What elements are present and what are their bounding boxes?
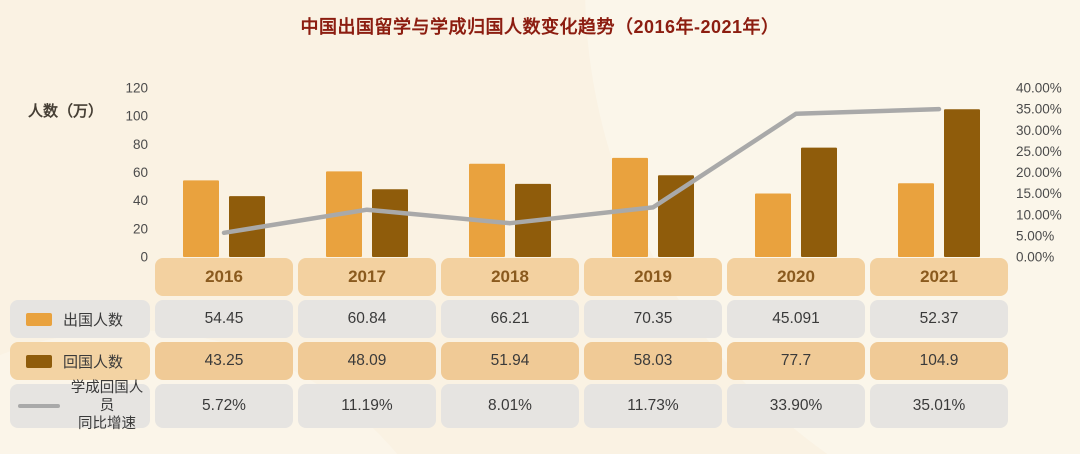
chart-title: 中国出国留学与学成归国人数变化趋势（2016年-2021年） bbox=[300, 17, 780, 37]
legend-brown-bar: 回国人数 bbox=[10, 342, 150, 380]
year-pill: 2017 bbox=[298, 258, 436, 296]
table-cell: 35.01% bbox=[870, 384, 1008, 428]
legend-orange-bar: 出国人数 bbox=[10, 300, 150, 338]
table-cell: 43.25 bbox=[155, 342, 293, 380]
year-pill: 2018 bbox=[441, 258, 579, 296]
legend-label: 回国人数 bbox=[63, 353, 124, 371]
table-cell: 5.72% bbox=[155, 384, 293, 428]
year-pill: 2021 bbox=[870, 258, 1008, 296]
left-axis-tick: 100 bbox=[125, 109, 148, 124]
left-axis-tick: 60 bbox=[133, 165, 148, 180]
year-pill: 2016 bbox=[155, 258, 293, 296]
table-cell: 48.09 bbox=[298, 342, 436, 380]
left-axis-tick: 120 bbox=[125, 81, 148, 96]
legend-label: 出国人数 bbox=[63, 311, 124, 329]
year-pill: 2020 bbox=[727, 258, 865, 296]
table-cell: 51.94 bbox=[441, 342, 579, 380]
table-cell: 60.84 bbox=[298, 300, 436, 338]
table-cell: 45.091 bbox=[727, 300, 865, 338]
legend-label: 学成回国人员 同比增速 bbox=[70, 379, 144, 433]
table-cell: 11.73% bbox=[584, 384, 722, 428]
legend-spacer bbox=[10, 258, 150, 296]
returnee-bar bbox=[515, 183, 551, 257]
outbound-bar bbox=[183, 180, 219, 257]
table-cell: 52.37 bbox=[870, 300, 1008, 338]
table-cell: 70.35 bbox=[584, 300, 722, 338]
data-table: 2016 2017 2018 2019 2020 2021 出国人数 54.45 60.84 66… bbox=[10, 258, 1008, 432]
y-axis-label: 人数（万） bbox=[28, 103, 104, 120]
legend-gray-line: 学成回国人员 同比增速 bbox=[10, 380, 150, 432]
left-axis-tick: 20 bbox=[133, 221, 148, 236]
outbound-bar bbox=[469, 163, 505, 257]
table-cell: 11.19% bbox=[298, 384, 436, 428]
brown-bar-swatch-icon bbox=[26, 354, 52, 368]
table-cell: 66.21 bbox=[441, 300, 579, 338]
returnee-bar bbox=[229, 196, 265, 257]
left-axis-tick: 40 bbox=[133, 193, 148, 208]
table-cell: 77.7 bbox=[727, 342, 865, 380]
left-axis-tick: 80 bbox=[133, 137, 148, 152]
table-cell: 104.9 bbox=[870, 342, 1008, 380]
returnee-bar bbox=[372, 189, 408, 257]
year-pill: 2019 bbox=[584, 258, 722, 296]
growth-line-swatch-icon bbox=[18, 404, 60, 408]
outbound-bar bbox=[326, 171, 362, 257]
table-cell: 58.03 bbox=[584, 342, 722, 380]
orange-bar-swatch-icon bbox=[26, 312, 52, 326]
table-cell: 33.90% bbox=[727, 384, 865, 428]
table-cell: 54.45 bbox=[155, 300, 293, 338]
table-cell: 8.01% bbox=[441, 384, 579, 428]
